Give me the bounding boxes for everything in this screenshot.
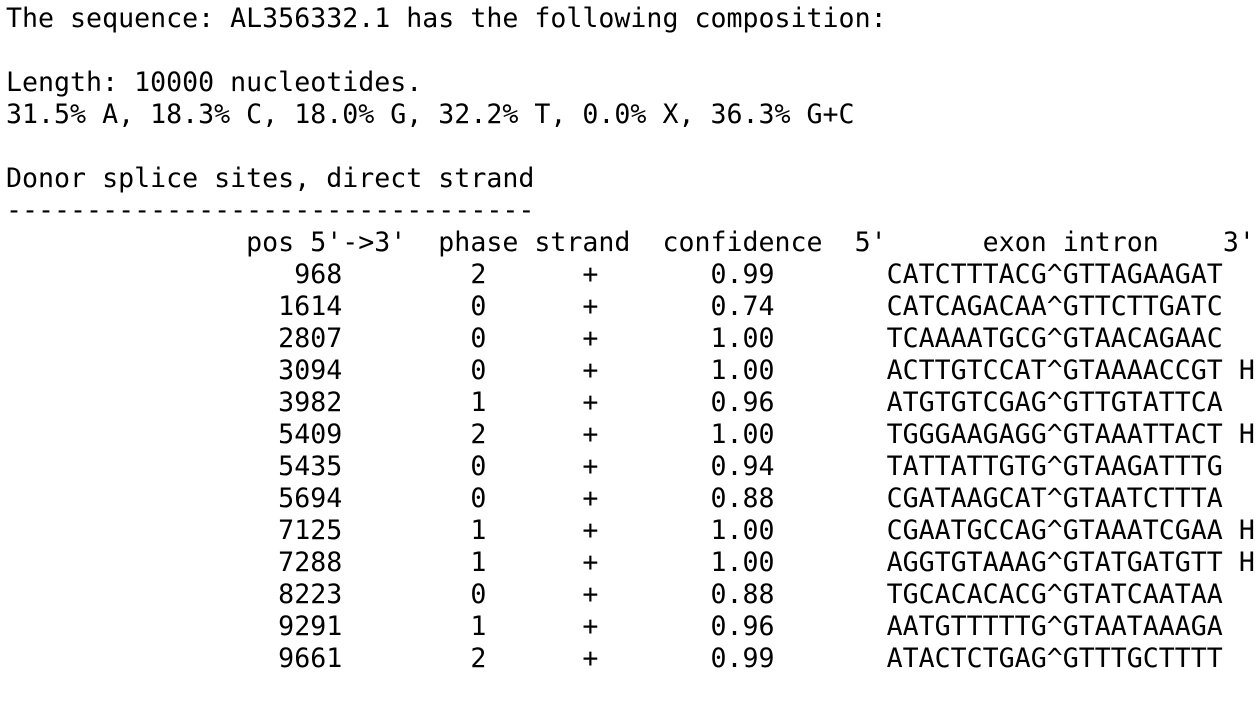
table-row: 3094 0 + 1.00 ACTTGTCCAT^GTAAAACCGT H <box>6 355 1255 386</box>
section-underline: --------------------------------- <box>6 195 535 226</box>
section-title: Donor splice sites, direct strand <box>6 163 535 194</box>
sequence-title-line: The sequence: AL356332.1 has the followi… <box>6 3 887 34</box>
table-row: 9291 1 + 0.96 AATGTTTTTG^GTAATAAAGA <box>6 611 1223 642</box>
table-row: 5409 2 + 1.00 TGGGAAGAGG^GTAAATTACT H <box>6 419 1255 450</box>
table-row: 7125 1 + 1.00 CGAATGCCAG^GTAAATCGAA H <box>6 515 1255 546</box>
table-row: 2807 0 + 1.00 TCAAAATGCG^GTAACAGAAC <box>6 323 1223 354</box>
table-row: 5435 0 + 0.94 TATTATTGTG^GTAAGATTTG <box>6 451 1223 482</box>
table-row: 1614 0 + 0.74 CATCAGACAA^GTTCTTGATC <box>6 291 1223 322</box>
table-row: 3982 1 + 0.96 ATGTGTCGAG^GTTGTATTCA <box>6 387 1223 418</box>
table-header: pos 5'->3' phase strand confidence 5' ex… <box>6 227 1255 258</box>
table-row: 7288 1 + 1.00 AGGTGTAAAG^GTATGATGTT H <box>6 547 1255 578</box>
blank-line <box>6 35 1255 67</box>
table-row: 8223 0 + 0.88 TGCACACACG^GTATCAATAA <box>6 579 1223 610</box>
splice-site-report: The sequence: AL356332.1 has the followi… <box>6 3 1255 675</box>
length-line: Length: 10000 nucleotides. <box>6 67 423 98</box>
composition-line: 31.5% A, 18.3% C, 18.0% G, 32.2% T, 0.0%… <box>6 99 855 130</box>
blank-line <box>6 131 1255 163</box>
table-row: 968 2 + 0.99 CATCTTTACG^GTTAGAAGAT <box>6 259 1223 290</box>
table-row: 5694 0 + 0.88 CGATAAGCAT^GTAATCTTTA <box>6 483 1223 514</box>
table-row: 9661 2 + 0.99 ATACTCTGAG^GTTTGCTTTT <box>6 643 1223 674</box>
